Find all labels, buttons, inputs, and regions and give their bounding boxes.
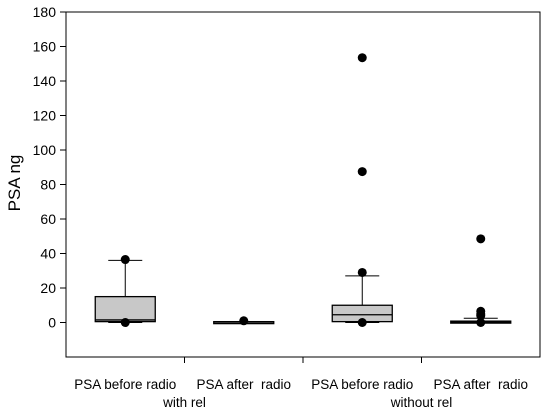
- x-group-label: with rel: [162, 395, 206, 410]
- y-tick-label: 80: [40, 177, 56, 193]
- x-category-label: PSA after radio: [196, 377, 291, 392]
- y-tick-label: 60: [40, 211, 56, 227]
- y-tick-label: 40: [40, 246, 56, 262]
- y-tick-label: 140: [33, 73, 57, 89]
- x-category-label: PSA after radio: [433, 377, 528, 392]
- y-tick-label: 100: [33, 142, 57, 158]
- x-group-label: without rel: [390, 395, 453, 410]
- outlier-point: [120, 255, 130, 265]
- x-category-label: PSA before radio: [311, 377, 413, 392]
- outlier-point: [476, 318, 486, 327]
- outlier-point: [476, 311, 486, 321]
- outlier-point: [357, 53, 367, 63]
- outlier-point: [357, 318, 367, 327]
- outlier-point: [476, 234, 486, 244]
- outlier-point: [357, 267, 367, 277]
- y-tick-label: 120: [33, 108, 57, 124]
- outlier-point: [357, 167, 367, 177]
- outlier-point: [239, 316, 249, 326]
- outlier-point: [120, 318, 130, 327]
- y-tick-label: 0: [48, 315, 56, 331]
- y-tick-label: 160: [33, 39, 57, 55]
- box: [94, 295, 156, 323]
- y-tick-label: 20: [40, 280, 56, 296]
- y-axis-label: PSA ng: [5, 155, 24, 212]
- y-tick-label: 180: [33, 4, 57, 20]
- x-category-label: PSA before radio: [74, 377, 176, 392]
